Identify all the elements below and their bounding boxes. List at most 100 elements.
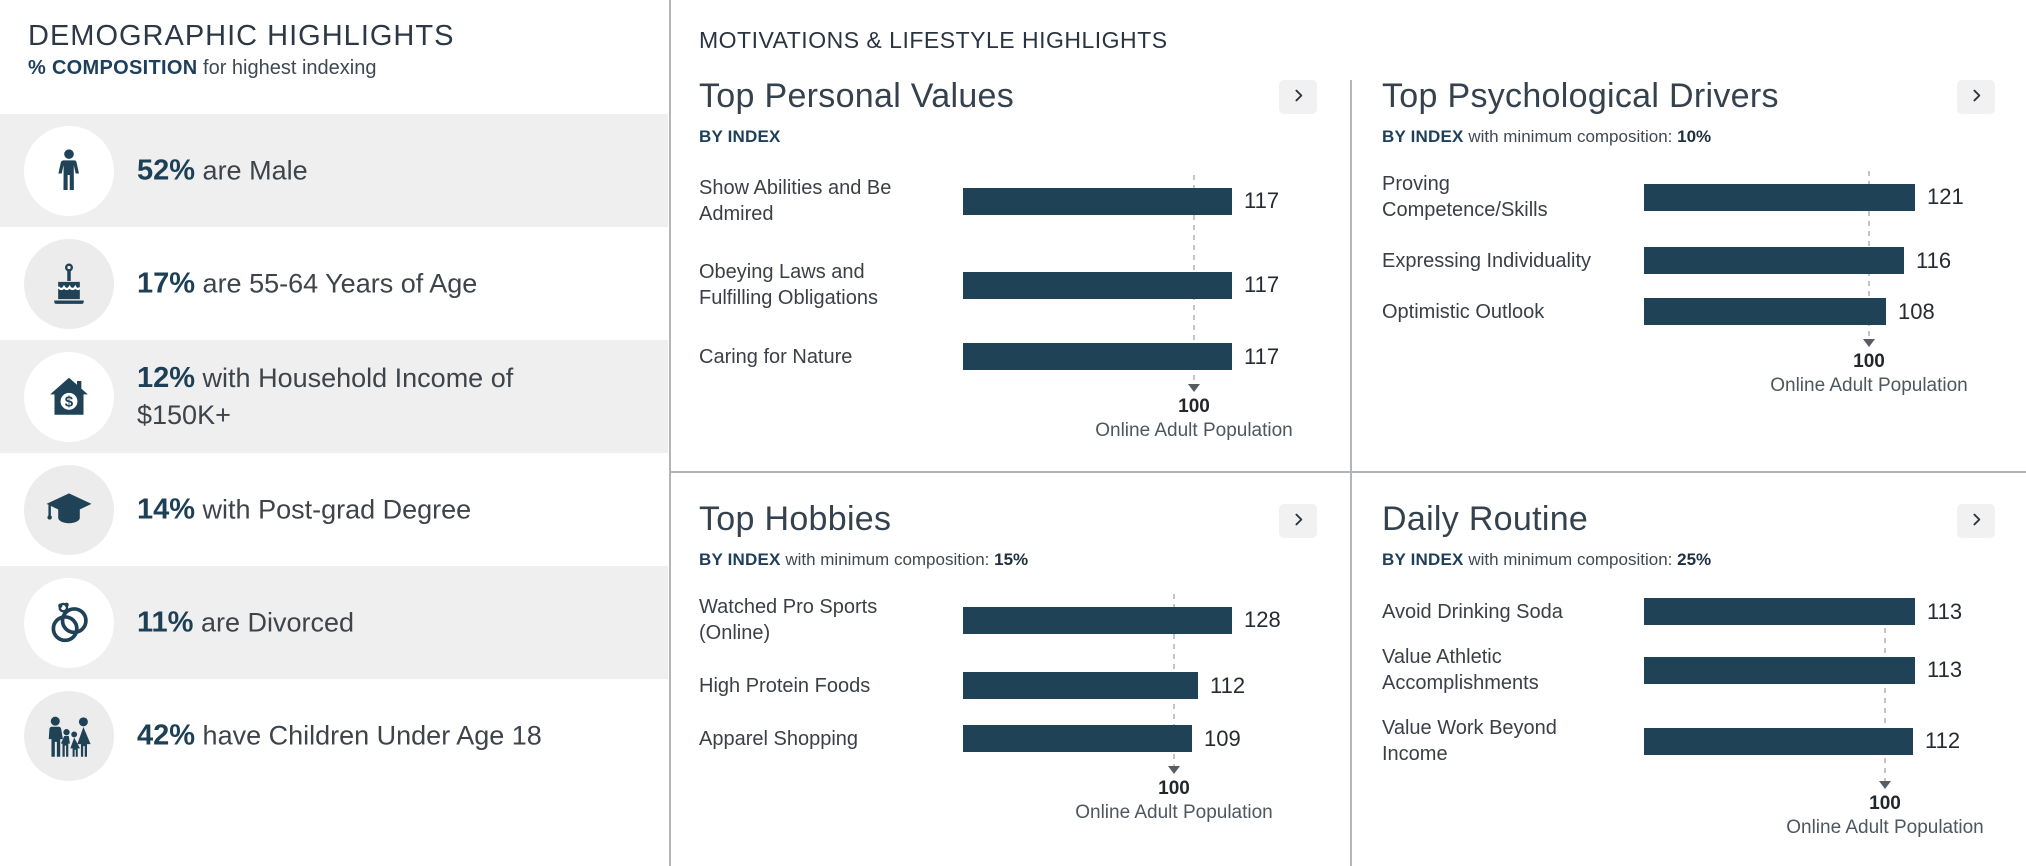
- bar-and-value: 109: [963, 725, 1241, 752]
- index-bar[interactable]: [1644, 247, 1904, 274]
- reference-value: 100: [1178, 396, 1210, 417]
- demographic-stat-text: 42% have Children Under Age 18: [137, 719, 542, 751]
- index-bar[interactable]: [963, 343, 1232, 370]
- main-vertical-divider: [669, 0, 671, 866]
- demographic-stat-text: 12% with Household Income of $150K+: [137, 361, 514, 430]
- bar-value: 108: [1898, 298, 1935, 324]
- panel-subtitle: BY INDEX with minimum composition: 15%: [699, 550, 1029, 569]
- bar-chart-top-personal-values: Show Abilities and Be Admired 117 Obeying …: [699, 175, 1347, 441]
- chevron-right-icon: [1968, 87, 1985, 107]
- expand-top-hobbies-button[interactable]: [1279, 504, 1317, 538]
- panel-title-daily-routine: Daily Routine: [1382, 500, 1589, 538]
- index-bar[interactable]: [963, 271, 1232, 299]
- bottom-column-divider: [1350, 473, 1352, 866]
- bar-value: 117: [1244, 188, 1280, 213]
- expand-daily-routine-button[interactable]: [1957, 504, 1995, 538]
- min-composition-value: 15%: [994, 550, 1029, 569]
- chart-row: Value Athletic Accomplishments 113: [1382, 644, 2022, 696]
- chart-row: Expressing Individuality 116: [1382, 247, 2022, 274]
- bar-value: 113: [1927, 598, 1963, 624]
- demographic-stat-percentage: 42%: [137, 719, 196, 751]
- index-bar[interactable]: [1644, 183, 1915, 211]
- birthday-cake-icon: [24, 239, 114, 329]
- bar-value: 128: [1244, 607, 1281, 632]
- bar-value: 121: [1927, 184, 1964, 209]
- chart-row: Optimistic Outlook 108: [1382, 298, 2022, 325]
- top-column-divider: [1350, 80, 1352, 471]
- demographic-stat-text: 17% are 55-64 Years of Age: [137, 267, 478, 299]
- chevron-right-icon: [1290, 511, 1307, 531]
- reference-value: 100: [1853, 351, 1885, 372]
- min-composition-value: 25%: [1677, 550, 1712, 569]
- index-bar[interactable]: [1644, 656, 1915, 684]
- chart-row: Watched Pro Sports (Online) 128: [699, 594, 1347, 646]
- bar-value: 117: [1244, 343, 1280, 369]
- demographic-stat-row: $ 12% with Household Income of $150K+: [0, 340, 668, 453]
- demographic-stat-row: 11% are Divorced: [0, 566, 668, 679]
- reference-value: 100: [1869, 793, 1901, 814]
- bar-label: Expressing Individuality: [1382, 249, 1591, 272]
- bar-chart-top-hobbies: Watched Pro Sports (Online) 128 High Prote…: [699, 594, 1347, 823]
- bar-label: Show Abilities and Be Admired: [699, 177, 892, 225]
- panel-title-top-personal-values: Top Personal Values: [699, 77, 1015, 115]
- bar-chart-daily-routine: Avoid Drinking Soda 113 Value Athletic Acc…: [1382, 598, 2022, 838]
- bar-and-value: 117: [963, 343, 1279, 370]
- reference-arrow-icon: [1879, 781, 1891, 789]
- bar-value: 112: [1925, 728, 1961, 753]
- chart-row: Obeying Laws and Fulfilling Obligations 1…: [699, 259, 1347, 311]
- bar-label: Obeying Laws and Fulfilling Obligations: [699, 261, 878, 309]
- index-bar[interactable]: [1644, 727, 1913, 755]
- bar-and-value: 117: [963, 187, 1280, 215]
- expand-top-personal-values-button[interactable]: [1279, 80, 1317, 114]
- panel-subtitle: BY INDEX with minimum composition: 10%: [1382, 127, 1712, 146]
- demographics-subtitle: % COMPOSITION for highest indexing: [28, 57, 377, 79]
- wedding-rings-icon: [24, 578, 114, 668]
- demographic-stat-text: 52% are Male: [137, 154, 308, 186]
- panel-subtitle: BY INDEX with minimum composition: 25%: [1382, 550, 1712, 569]
- bar-and-value: 112: [1644, 727, 1961, 755]
- demographic-stat-row: 14% with Post-grad Degree: [0, 453, 668, 566]
- index-bar[interactable]: [963, 672, 1198, 699]
- chevron-right-icon: [1968, 511, 1985, 531]
- by-index-label: BY INDEX: [699, 550, 781, 569]
- bar-and-value: 116: [1644, 247, 1951, 274]
- bar-and-value: 128: [963, 606, 1281, 634]
- demographic-stat-text: 11% are Divorced: [137, 606, 355, 638]
- demographic-stat-row: 17% are 55-64 Years of Age: [0, 227, 668, 340]
- bar-and-value: 117: [963, 271, 1279, 299]
- bar-label: Avoid Drinking Soda: [1382, 600, 1563, 623]
- chart-row: Caring for Nature 117: [699, 343, 1347, 370]
- bar-label: Caring for Nature: [699, 345, 853, 368]
- reference-label: Online Adult Population: [1786, 817, 1984, 838]
- by-index-label: BY INDEX: [1382, 550, 1464, 569]
- house-income-icon: $: [24, 352, 114, 442]
- index-bar[interactable]: [1644, 598, 1915, 625]
- motivations-header: MOTIVATIONS & LIFESTYLE HIGHLIGHTS: [699, 27, 1168, 53]
- bar-and-value: 108: [1644, 298, 1935, 325]
- bar-label: Value Athletic Accomplishments: [1382, 646, 1539, 694]
- bar-value: 109: [1204, 725, 1241, 751]
- by-index-label: BY INDEX: [1382, 127, 1464, 146]
- bar-value: 112: [1210, 672, 1246, 698]
- bar-label: Optimistic Outlook: [1382, 300, 1545, 323]
- index-bar[interactable]: [963, 606, 1232, 634]
- bar-and-value: 112: [963, 672, 1245, 699]
- charts-horizontal-divider: [671, 471, 2026, 473]
- demographic-stat-percentage: 52%: [137, 154, 196, 186]
- chart-row: Proving Competence/Skills 121: [1382, 171, 2022, 223]
- bar-label: Value Work Beyond Income: [1382, 717, 1557, 765]
- index-bar[interactable]: [963, 187, 1232, 215]
- bar-value: 116: [1916, 247, 1952, 273]
- bar-label: Watched Pro Sports (Online): [699, 596, 878, 644]
- demographic-stat-percentage: 12%: [137, 361, 196, 394]
- bar-chart-top-psychological-drivers: Proving Competence/Skills 121 Expressing I…: [1382, 171, 2022, 396]
- reference-arrow-icon: [1863, 339, 1875, 347]
- reference-arrow-icon: [1188, 384, 1200, 392]
- expand-top-psychological-drivers-button[interactable]: [1957, 80, 1995, 114]
- demographic-stat-percentage: 11%: [137, 606, 194, 638]
- index-bar[interactable]: [1644, 298, 1886, 325]
- index-bar[interactable]: [963, 725, 1192, 752]
- chevron-right-icon: [1290, 87, 1307, 107]
- demographic-stat-percentage: 14%: [137, 493, 196, 525]
- demographics-title: DEMOGRAPHIC HIGHLIGHTS: [28, 20, 455, 52]
